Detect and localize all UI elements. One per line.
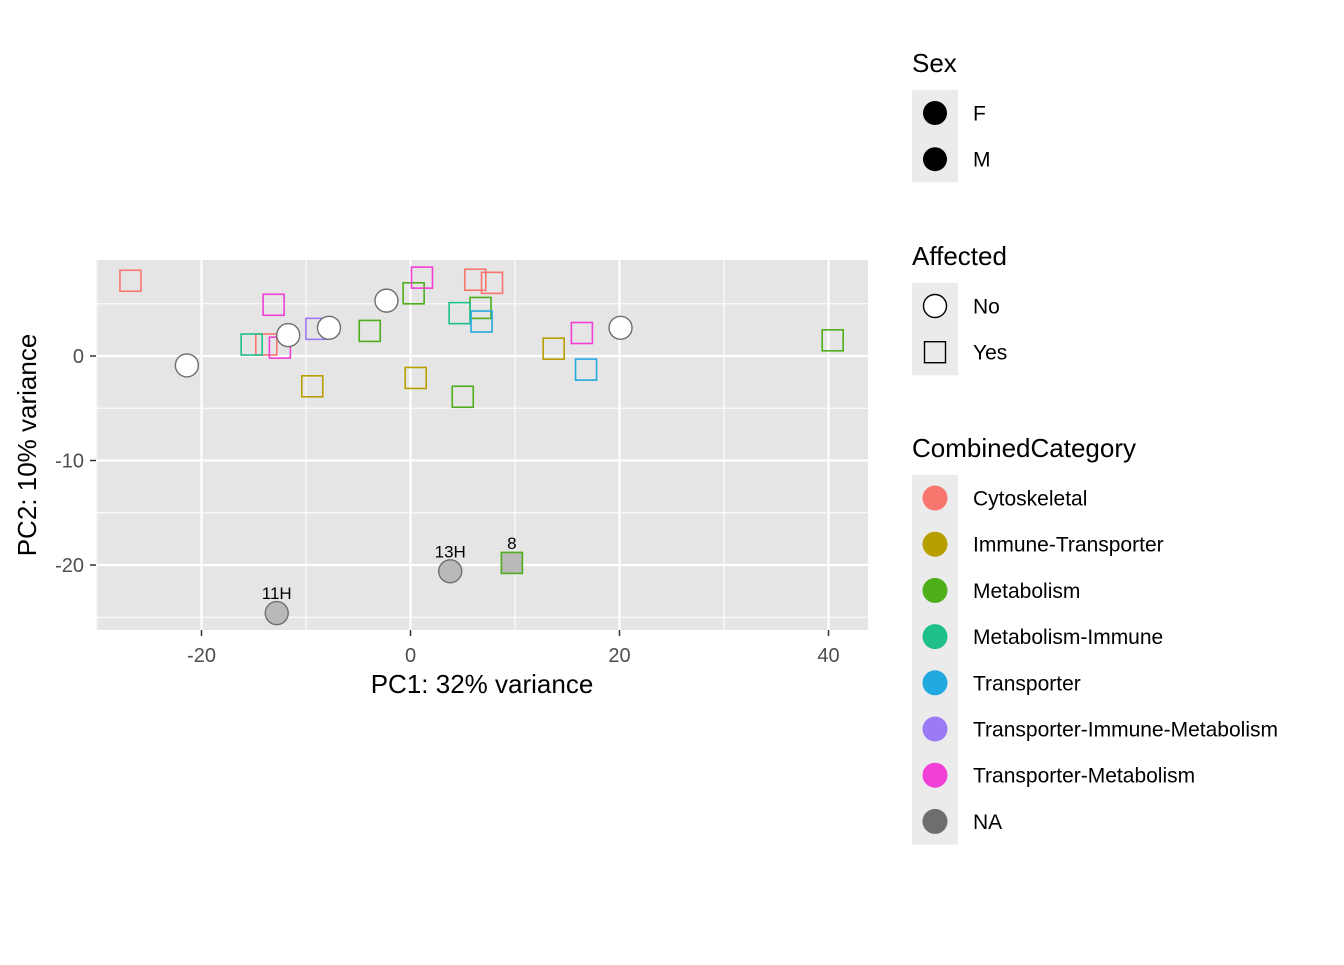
data-point-filled-square: [500, 551, 524, 575]
legend-title-affected: Affected: [912, 241, 1007, 271]
legend-symbol-dot: [923, 147, 947, 172]
data-point-square: [358, 319, 382, 343]
data-point-square: [480, 271, 504, 295]
data-point-square: [542, 337, 565, 360]
data-point-square: [448, 301, 471, 325]
legend-entry-label: Transporter-Metabolism: [973, 765, 1195, 788]
legend-key-background: [912, 474, 958, 845]
legend-symbol-metabolism: [922, 577, 948, 603]
legend-title-category: CombinedCategory: [912, 433, 1136, 463]
legend-symbol-open-circle: [922, 293, 948, 319]
legend-entry-label: M: [973, 149, 991, 172]
data-points: [119, 266, 844, 626]
legend-symbol-transporter-immune-metabolism: [922, 716, 948, 742]
y-axis-title: PC2: 10% variance: [12, 334, 42, 557]
legend-sex: Sex FM: [912, 48, 991, 183]
x-tick-label: -20: [187, 645, 216, 667]
y-tick-label: -20: [55, 555, 84, 577]
legend-entry-label: Metabolism-Immune: [973, 626, 1163, 649]
x-tick-label: 0: [405, 645, 416, 667]
legend-category: CombinedCategory Cytoskeletal Immune-Trans…: [912, 433, 1278, 845]
legend-entry-label: Transporter: [973, 672, 1081, 695]
x-tick-label: 40: [817, 645, 839, 667]
data-point-circle: [316, 315, 342, 340]
data-point-square: [574, 358, 598, 381]
legend: Sex FM Affected No Yes CombinedCategory Cytosk…: [912, 48, 1278, 845]
data-point-square: [463, 268, 487, 292]
data-point-square: [240, 333, 263, 356]
legend-entry-label: Immune-Transporter: [973, 534, 1164, 557]
data-point-square: [262, 293, 285, 317]
legend-symbol-immune-transporter: [922, 531, 948, 557]
plot-panel: [96, 260, 868, 630]
data-point-circle: [608, 315, 633, 340]
data-point-square: [410, 266, 434, 289]
data-point-square: [451, 385, 475, 409]
axes: -20 0 20 40 -20 -10 0: [55, 346, 840, 667]
data-point-circle: [174, 353, 200, 378]
data-point-square: [404, 366, 428, 390]
legend-entry-label: NA: [973, 811, 1002, 834]
y-tick-label: 0: [73, 346, 84, 368]
legend-entry-label: F: [973, 103, 986, 126]
data-point-square: [821, 329, 844, 352]
data-point-square: [402, 281, 425, 305]
y-tick-label: -10: [55, 451, 84, 473]
legend-symbol-cytoskeletal: [922, 485, 948, 511]
data-point-square: [254, 333, 278, 356]
x-axis-title: PC1: 32% variance: [371, 669, 594, 699]
legend-entry-label: Cytoskeletal: [973, 488, 1087, 511]
data-point-square: [470, 310, 493, 333]
data-point-square: [570, 321, 594, 345]
legend-symbol-dot: [923, 101, 947, 125]
data-point-filled-circle: [438, 559, 463, 584]
legend-symbol-open-square: [923, 341, 947, 364]
point-label: 13H: [435, 542, 466, 561]
legend-title-sex: Sex: [912, 48, 957, 78]
data-point-filled-circle: [264, 600, 289, 626]
legend-symbol-metabolism-immune: [922, 624, 948, 650]
legend-entry-label: Metabolism: [973, 580, 1080, 603]
legend-entry-label: Transporter-Immune-Metabolism: [973, 719, 1278, 742]
data-point-circle: [374, 288, 399, 313]
data-point-square: [119, 269, 142, 293]
legend-entry-label: No: [973, 296, 1000, 319]
point-labels: 11H 13H 8: [262, 534, 517, 603]
point-label: 8: [507, 534, 516, 553]
data-point-square: [300, 375, 324, 398]
x-tick-label: 20: [608, 645, 630, 667]
legend-entry-label: Yes: [973, 342, 1007, 365]
legend-symbol-transporter-metabolism: [922, 762, 948, 788]
legend-symbol-transporter: [922, 670, 948, 696]
legend-symbol-na: [922, 808, 948, 834]
legend-affected: Affected No Yes: [912, 241, 1007, 376]
point-label: 11H: [262, 584, 292, 603]
data-point-circle: [276, 322, 301, 348]
